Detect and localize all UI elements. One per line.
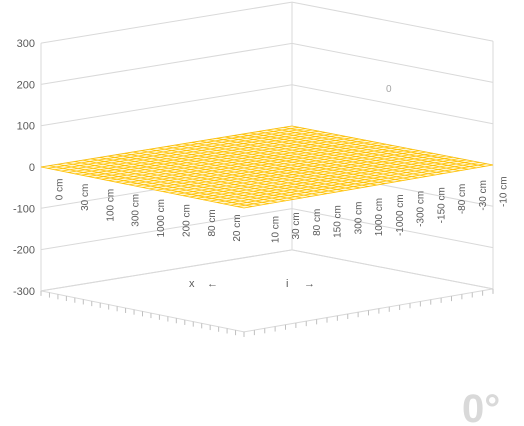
i-tick-label: 30 cm [291,212,302,239]
surface-gridline [266,129,469,170]
i-tick-label: -150 cm [436,187,447,223]
surface-gridline [258,131,460,172]
x-tick-label: 1000 cm [156,199,167,237]
surface-gridline [243,164,494,209]
y-tick-label: -300 [13,286,35,298]
x-tick-label: 100 cm [105,189,116,222]
y-tick-label: 300 [17,38,35,50]
i-tick-label: -300 cm [416,191,427,227]
y-axis-ticks: 300 200 100 0 -100 -200 -300 [13,38,35,298]
i-tick-label: 10 cm [270,216,281,243]
x-axis-title: x [189,278,195,290]
surface-gridline [237,163,487,208]
surface-mesh [40,125,494,209]
i-tick-label: -1000 cm [395,194,406,236]
x-tick-label: 200 cm [181,204,192,237]
x-tick-label: 300 cm [131,194,142,227]
wall-gridline [40,1,494,44]
y-tick-label: 100 [17,121,35,133]
surface-gridline [283,126,485,167]
x-tick-label: 30 cm [80,184,91,211]
i-axis-arrow: → [304,278,315,290]
wall-gridline [40,249,494,292]
surface-gridline [291,125,494,166]
x-tick-label: 20 cm [232,214,243,241]
surface-gridline [216,159,467,203]
chart-floor [40,249,494,337]
i-tick-label: 150 cm [333,205,344,238]
wall-gridline [40,42,494,85]
i-tick-label: 1000 cm [374,198,385,236]
x-tick-label: 80 cm [207,209,218,236]
y-tick-label: 0 [29,162,35,174]
i-tick-label: 300 cm [353,202,364,235]
i-tick-label: -10 cm [499,176,510,207]
y-tick-label: -200 [13,245,35,257]
i-axis-ticks: 10 cm 30 cm 80 cm 150 cm 300 cm 1000 cm -1000 … [270,176,509,243]
i-tick-label: -30 cm [478,180,489,211]
wall-zero-label: 0 [386,84,392,95]
wall-gridline [40,84,494,127]
i-tick-label: -80 cm [457,184,468,215]
i-tick-label: 80 cm [312,209,323,236]
x-axis-arrow: ← [207,278,218,290]
surface-gridline [223,160,473,205]
x-axis-ticks: 0 cm 30 cm 100 cm 300 cm 1000 cm 200 cm 80 cm 2… [55,179,244,242]
y-tick-label: -100 [13,203,35,215]
surface-gridline [250,132,452,173]
floor-outline [40,249,494,333]
surface-fill [41,126,493,208]
y-tick-label: 200 [17,79,35,91]
x-tick-label: 0 cm [55,179,66,201]
surface-gridline [230,162,480,206]
i-axis-title: i [286,278,288,290]
surface-gridline [275,128,477,169]
rotation-angle-label: 0° [462,387,500,426]
